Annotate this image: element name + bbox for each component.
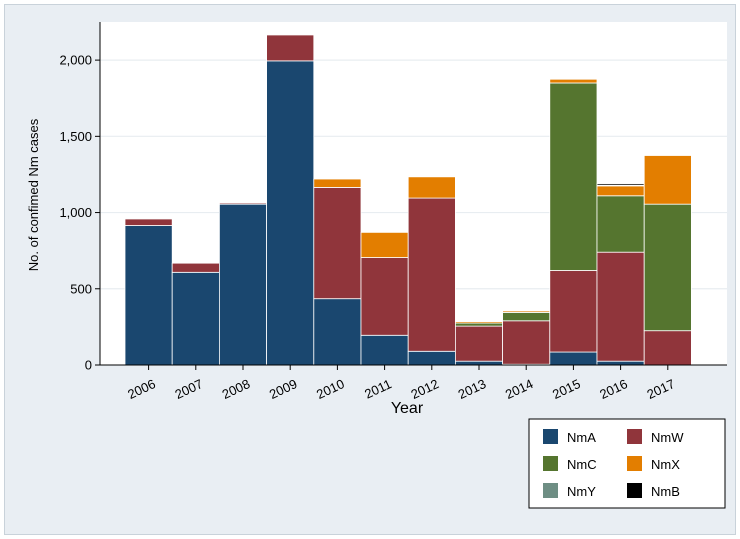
bar-segment-nma-2006 (124, 225, 173, 366)
bar-segment-nmw-2015 (549, 270, 598, 353)
bar-segment-nmc-2015 (549, 82, 598, 271)
bar-segment-nmb-2014 (502, 309, 551, 312)
stacked-bar-chart: 0 500 1,000 1,500 2,000 2006 2007 2008 2009 2010… (26, 22, 727, 509)
bar-segment-nma-2015 (549, 351, 598, 366)
x-tick-label: 2009 (267, 376, 300, 402)
bar-segment-nmx-2012 (407, 176, 456, 199)
legend-label-nmb: NmB (651, 484, 680, 499)
bar-segment-nmw-2016 (596, 251, 645, 362)
bar-segment-nmw-2013 (454, 325, 503, 362)
x-tick-label: 2015 (550, 376, 583, 402)
legend-swatch-nmy (543, 483, 558, 498)
bar-segment-nmx-2017 (643, 154, 692, 205)
bar-segment-nmw-2014 (502, 320, 551, 365)
bar-segment-nmx-2011 (360, 231, 409, 258)
x-axis-ticks: 2006 2007 2008 2009 2010 2011 2012 2013 2014 2015… (125, 365, 677, 402)
legend-label-nmx: NmX (651, 457, 680, 472)
x-tick-label: 2008 (220, 376, 253, 402)
legend-swatch-nmw (627, 429, 642, 444)
legend-swatch-nmb (627, 483, 642, 498)
legend-label-nma: NmA (567, 430, 596, 445)
bar-segment-nmb-2017 (643, 154, 692, 156)
legend-label-nmy: NmY (567, 484, 596, 499)
x-tick-label: 2013 (456, 376, 489, 402)
bar-segment-nmw-2007 (171, 262, 220, 273)
x-tick-label: 2014 (503, 376, 536, 402)
bar-segment-nmx-2016 (596, 185, 645, 197)
x-tick-label: 2016 (597, 376, 630, 402)
legend: NmA NmW NmC NmX NmY NmB (528, 418, 726, 509)
legend-label-nmc: NmC (567, 457, 597, 472)
legend-swatch-nmc (543, 456, 558, 471)
bar-segment-nma-2011 (360, 334, 409, 366)
x-tick-label: 2012 (409, 376, 442, 402)
bar-segment-nmb-2016 (596, 183, 645, 186)
bar-segment-nmw-2012 (407, 197, 456, 352)
x-tick-label: 2006 (125, 376, 158, 402)
legend-swatch-nmx (627, 456, 642, 471)
y-tick-label: 2,000 (59, 53, 92, 68)
bar-segment-nmw-2008 (218, 202, 267, 205)
x-tick-label: 2017 (645, 376, 678, 402)
x-tick-label: 2007 (173, 376, 206, 402)
bar-segment-nma-2013 (454, 360, 503, 366)
bar-segment-nmw-2011 (360, 257, 409, 336)
y-tick-label: 500 (70, 281, 92, 296)
bar-segment-nmc-2017 (643, 203, 692, 332)
bar-segment-nmx-2015 (549, 78, 598, 84)
bar-segment-nma-2007 (171, 271, 220, 366)
bar-segment-nma-2010 (313, 298, 362, 366)
bar-segment-nmw-2009 (266, 34, 315, 62)
bar-segment-nmc-2013 (454, 322, 503, 327)
bar-segment-nmw-2010 (313, 187, 362, 300)
chart-frame: 0 500 1,000 1,500 2,000 2006 2007 2008 2009 2010… (4, 4, 736, 535)
legend-swatch-nma (543, 429, 558, 444)
bar-segment-nmb-2012 (407, 175, 456, 178)
bar-segment-nmb-2015 (549, 78, 598, 80)
bar-segment-nmb-2013 (454, 320, 503, 322)
bar-segment-nmc-2014 (502, 312, 551, 322)
bar-segment-nmw-2006 (124, 218, 173, 226)
bar-segment-nma-2016 (596, 360, 645, 366)
bars (124, 34, 692, 366)
y-tick-label: 1,000 (59, 205, 92, 220)
y-axis-title: No. of confimed Nm cases (26, 118, 41, 271)
bar-segment-nmw-2017 (643, 330, 692, 366)
legend-label-nmw: NmW (651, 430, 684, 445)
x-tick-label: 2010 (314, 376, 347, 402)
y-tick-label: 1,500 (59, 129, 92, 144)
x-tick-label: 2011 (362, 376, 394, 401)
bar-segment-nmx-2010 (313, 178, 362, 188)
y-axis-ticks: 0 500 1,000 1,500 2,000 (59, 53, 100, 373)
x-axis-title: Year (391, 400, 424, 417)
bar-segment-nma-2009 (266, 60, 315, 366)
bar-segment-nma-2008 (218, 203, 267, 366)
bar-segment-nma-2012 (407, 350, 456, 366)
bar-segment-nmc-2016 (596, 195, 645, 253)
y-tick-label: 0 (85, 358, 92, 373)
